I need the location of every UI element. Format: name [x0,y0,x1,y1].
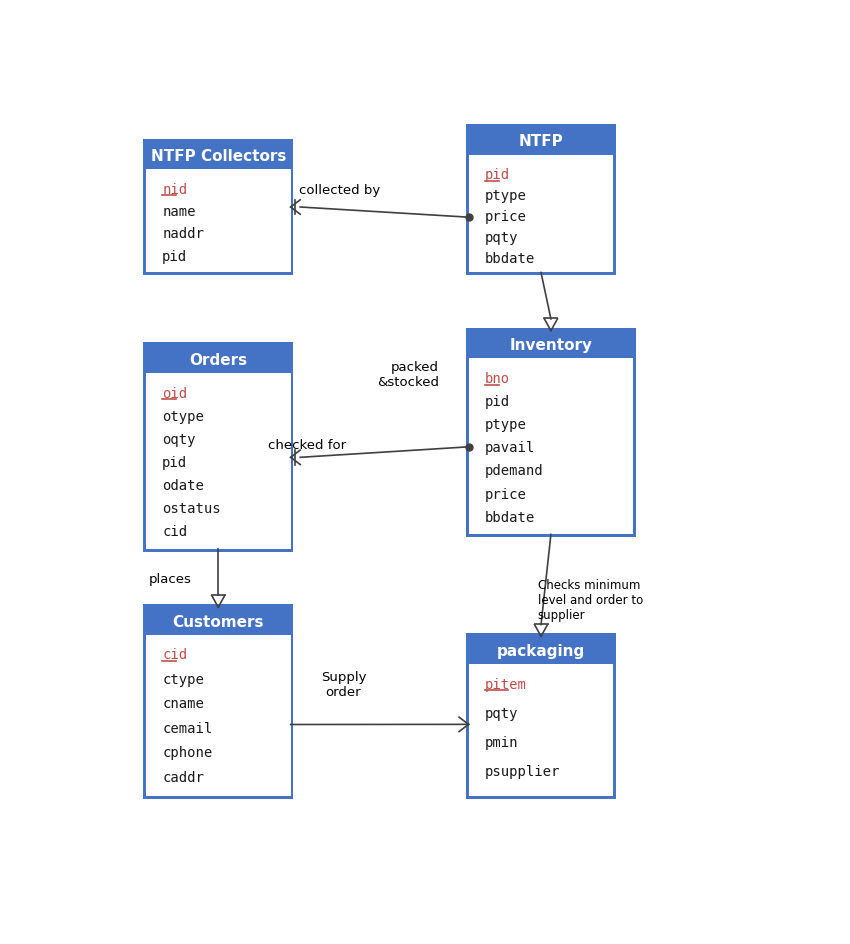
Text: psupplier: psupplier [485,764,560,778]
Text: pavail: pavail [485,441,536,455]
Text: NTFP: NTFP [518,134,564,149]
Text: Supply
order: Supply order [320,670,366,698]
Text: cemail: cemail [162,721,212,735]
Bar [145,142,292,274]
Text: ptype: ptype [485,189,527,203]
Bar [468,330,634,535]
Text: bbdate: bbdate [485,251,536,265]
Bar [145,607,292,798]
Text: naddr: naddr [162,228,204,242]
Text: Customers: Customers [173,614,264,629]
Bar [146,608,291,635]
Bar [146,346,291,374]
Text: pmin: pmin [485,735,518,749]
Text: oqty: oqty [162,432,196,447]
Text: places: places [149,572,192,585]
Text: NTFP Collectors: NTFP Collectors [150,148,286,163]
Text: Inventory: Inventory [509,338,592,353]
Text: pitem: pitem [485,677,527,691]
Text: oid: oid [162,386,187,400]
Text: pqty: pqty [485,230,518,244]
Text: packed
&stocked: packed &stocked [377,361,439,389]
Text: odate: odate [162,479,204,493]
Text: nid: nid [162,182,187,196]
Text: bno: bno [485,372,510,385]
Bar [146,608,291,797]
Text: cname: cname [162,697,204,711]
Bar [468,636,615,798]
Text: name: name [162,205,196,219]
Bar [466,633,616,800]
Text: packaging: packaging [497,643,585,658]
Text: cid: cid [162,525,187,539]
Text: Orders: Orders [190,352,247,367]
Text: pid: pid [485,395,510,409]
Text: bbdate: bbdate [485,510,536,524]
Text: cid: cid [162,648,187,662]
Bar [466,329,636,538]
Text: collected by: collected by [299,184,381,197]
Text: pid: pid [162,249,187,263]
Bar [468,331,633,359]
Bar [468,127,614,273]
Text: ctype: ctype [162,672,204,686]
Text: otype: otype [162,410,204,423]
Text: ostatus: ostatus [162,501,221,515]
Bar [146,143,291,273]
Bar [468,636,614,797]
Text: price: price [485,487,527,501]
Text: ptype: ptype [485,418,527,431]
Text: pqty: pqty [485,706,518,720]
Text: pid: pid [485,168,510,182]
Bar [143,343,293,552]
Text: checked for: checked for [268,438,346,451]
Bar [468,127,614,156]
Text: caddr: caddr [162,770,204,784]
Bar [146,143,291,170]
Text: Checks minimum
level and order to
supplier: Checks minimum level and order to suppli… [538,579,643,622]
Text: price: price [485,210,527,224]
Bar [145,346,292,550]
Text: cphone: cphone [162,746,212,760]
Bar [146,346,291,549]
Bar [468,331,633,535]
Bar [143,605,293,800]
Text: pdemand: pdemand [485,464,544,478]
Bar [466,125,616,276]
Text: pid: pid [162,455,187,469]
Bar [468,127,615,274]
Bar [143,140,293,276]
Bar [468,636,614,665]
